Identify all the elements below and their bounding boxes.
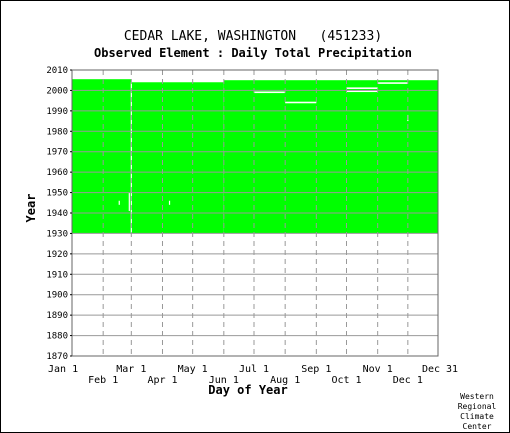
missing-day-0 [130,82,132,234]
grid-lines [71,69,439,357]
missing-day-3 [168,200,171,205]
y-tick-4: 1910 [46,270,68,280]
credit-line-2: Climate [460,412,494,421]
x-tick-upper-1: Mar 1 [116,364,146,375]
x-tick-lower-5: Dec 1 [393,375,423,386]
data-block-0 [72,79,132,234]
x-tick-lower-0: Feb 1 [88,375,118,386]
x-tick-upper-5: Nov 1 [363,364,393,375]
gap-1 [285,101,317,104]
y-axis-label: Year [24,194,38,223]
y-tick-2: 1890 [46,311,68,321]
chart-title: CEDAR LAKE, WASHINGTON (451233) [124,29,382,44]
y-tick-12: 1990 [46,107,68,117]
gap-3 [346,90,378,93]
x-tick-lower-4: Oct 1 [331,375,361,386]
y-tick-labels: 1870 1880 1890 1900 1910 1920 1930 1940 1950 1960… [46,66,72,362]
x-tick-labels: Jan 1 Mar 1 May 1 Jul 1 Sep 1 Nov 1 Dec 31 Feb … [48,364,458,386]
credit-line-3: Center [463,422,492,431]
x-tick-upper-4: Sep 1 [301,364,331,375]
y-tick-8: 1950 [46,189,68,199]
y-tick-14: 2010 [46,66,68,76]
x-tick-lower-3: Aug 1 [270,375,300,386]
y-tick-6: 1930 [46,229,68,239]
gap-2 [346,87,378,89]
gap-4 [377,82,408,84]
y-tick-5: 1920 [46,250,68,260]
y-tick-7: 1940 [46,209,68,219]
chart-subtitle: Observed Element : Daily Total Precipita… [94,46,412,60]
x-tick-upper-0: Jan 1 [48,364,78,375]
y-tick-0: 1870 [46,352,68,362]
data-blocks [72,79,438,234]
credit-line-1: Regional [458,402,497,411]
missing-day-1 [128,192,130,211]
missing-day-2 [118,200,120,205]
y-tick-3: 1900 [46,291,68,301]
x-tick-upper-6: Dec 31 [422,364,458,375]
y-tick-10: 1970 [46,148,68,158]
x-tick-lower-1: Apr 1 [147,375,177,386]
y-tick-13: 2000 [46,86,68,96]
gap-0 [253,91,286,94]
y-tick-9: 1960 [46,168,68,178]
y-tick-11: 1980 [46,127,68,137]
x-tick-upper-3: Jul 1 [239,364,269,375]
data-block-2 [223,80,438,234]
y-tick-1: 1880 [46,332,68,342]
x-tick-upper-2: May 1 [178,364,208,375]
x-tick-lower-2: Jun 1 [209,375,239,386]
x-axis-label: Day of Year [208,383,287,397]
credit-line-0: Western [460,392,494,401]
data-block-1 [131,82,224,234]
